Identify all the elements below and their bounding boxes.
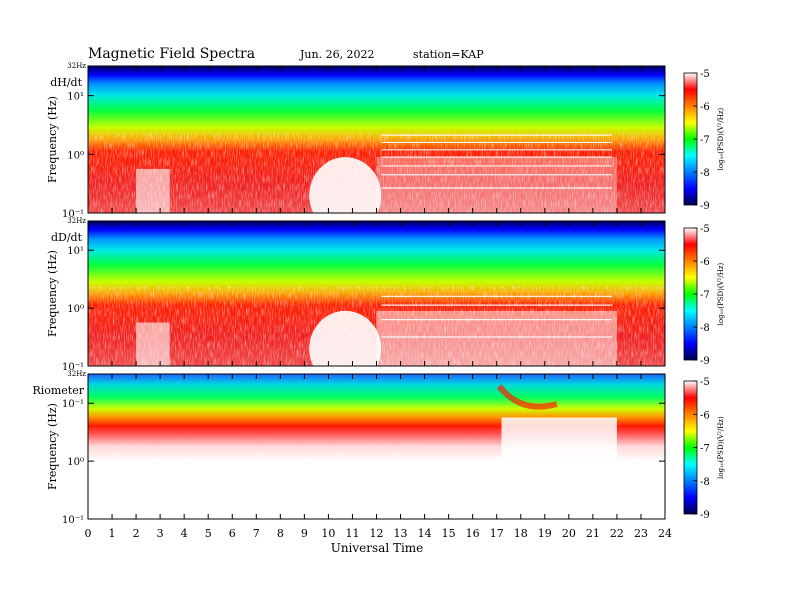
- x-tick-label: 12: [370, 527, 384, 540]
- colorbar: -5 -6 -7 -8 -9 log₁₀(PSD)(V²/Hz): [683, 377, 725, 521]
- x-tick-label: 11: [345, 527, 359, 540]
- colorbar-tick-label: -5: [700, 224, 710, 235]
- colorbar-tick-label: -9: [700, 356, 710, 367]
- y-tick-label: 10⁻¹: [62, 399, 84, 410]
- y-tick-label: 10⁻¹: [62, 209, 84, 220]
- x-tick-label: 13: [394, 527, 408, 540]
- x-tick-label: 14: [418, 527, 432, 540]
- x-axis-label: Universal Time: [331, 541, 424, 555]
- y-tick-label: 10⁻¹: [62, 362, 84, 373]
- colorbar-tick-label: -9: [700, 201, 710, 212]
- quiet-region: [309, 157, 382, 234]
- y-top-label: 32Hz: [67, 370, 86, 378]
- colorbar-tick-label: -7: [700, 290, 710, 301]
- x-tick-label: 20: [562, 527, 576, 540]
- x-tick-label: 6: [229, 527, 236, 540]
- x-tick-label: 22: [610, 527, 624, 540]
- colorbar-tick-label: -8: [700, 323, 710, 334]
- x-axis: 0 1 2 3 4 5 6 7 8 9 10 11 12 13 14 15 16 17 18 19 20 21 22 23 24: [85, 527, 673, 540]
- event-signature: [496, 384, 558, 410]
- colorbar-tick-label: -6: [700, 410, 710, 421]
- y-tick-label: 10¹: [67, 92, 84, 103]
- x-tick-label: 7: [253, 527, 260, 540]
- panel-label: dH/dt: [50, 76, 82, 89]
- x-tick-label: 8: [277, 527, 284, 540]
- colorbar-tick-label: -8: [700, 168, 710, 179]
- x-tick-label: 24: [658, 527, 672, 540]
- x-tick-label: 0: [85, 527, 92, 540]
- y-tick-label: 10⁻¹: [62, 515, 84, 526]
- x-tick-label: 4: [181, 527, 188, 540]
- colorbar-tick-label: -8: [700, 477, 710, 488]
- panel-label: dD/dt: [51, 231, 83, 244]
- y-top-label: 32Hz: [67, 62, 86, 70]
- y-axis-label: Frequency (Hz): [46, 403, 59, 490]
- colorbar-tick-label: -7: [700, 444, 710, 455]
- x-tick-label: 9: [301, 527, 308, 540]
- x-tick-label: 3: [157, 527, 164, 540]
- x-tick-label: 10: [321, 527, 335, 540]
- x-tick-label: 5: [205, 527, 212, 540]
- x-tick-label: 1: [109, 527, 116, 540]
- colorbar-tick-label: -5: [700, 69, 710, 80]
- y-tick-label: 10¹: [67, 246, 84, 257]
- quiet-region: [136, 322, 170, 366]
- x-tick-label: 19: [538, 527, 552, 540]
- y-axis-label: Frequency (Hz): [46, 250, 59, 337]
- colorbar-tick-label: -9: [700, 510, 710, 521]
- colorbar-label: log₁₀(PSD)(V²/Hz): [717, 262, 725, 325]
- y-axis-label: Frequency (Hz): [46, 96, 59, 183]
- station-label: station=KAP: [413, 48, 484, 61]
- colorbar-tick-label: -5: [700, 377, 710, 388]
- quiet-region: [501, 417, 617, 519]
- colorbar: -5 -6 -7 -8 -9 log₁₀(PSD)(V²/Hz): [683, 224, 725, 367]
- figure-title: Magnetic Field Spectra: [88, 46, 255, 62]
- panel-label: Riometer: [32, 384, 84, 397]
- x-tick-label: 16: [466, 527, 480, 540]
- quiet-region: [136, 168, 170, 213]
- colorbar-tick-label: -7: [700, 135, 710, 146]
- y-tick-label: 10⁰: [67, 304, 84, 315]
- x-tick-label: 21: [586, 527, 600, 540]
- colorbar: -5 -6 -7 -8 -9 log₁₀(PSD)(V²/Hz): [683, 69, 725, 212]
- x-tick-label: 15: [442, 527, 456, 540]
- colorbar-label: log₁₀(PSD)(V²/Hz): [717, 107, 725, 170]
- y-tick-label: 10⁰: [67, 457, 84, 468]
- y-tick-label: 10⁰: [67, 150, 84, 161]
- x-tick-label: 2: [133, 527, 140, 540]
- y-top-label: 32Hz: [67, 217, 86, 225]
- date-label: Jun. 26, 2022: [299, 48, 375, 61]
- x-tick-label: 17: [490, 527, 504, 540]
- colorbar-label: log₁₀(PSD)(V²/Hz): [717, 416, 725, 479]
- x-tick-label: 18: [514, 527, 528, 540]
- colorbar-tick-label: -6: [700, 102, 710, 113]
- x-tick-label: 23: [634, 527, 648, 540]
- colorbar-tick-label: -6: [700, 257, 710, 268]
- quiet-region: [309, 310, 382, 387]
